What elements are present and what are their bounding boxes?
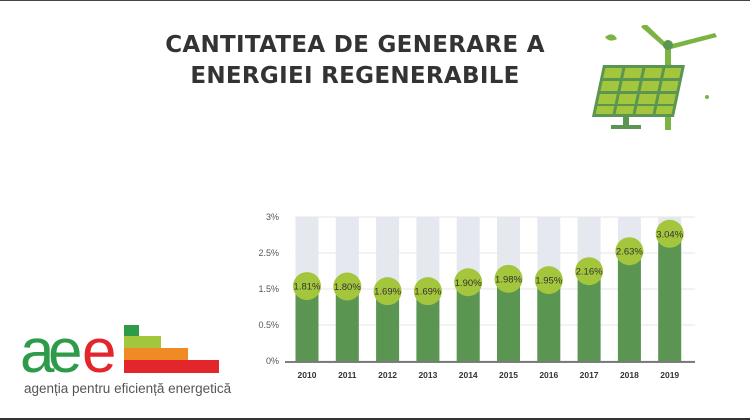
y-tick-label: 2.5% bbox=[258, 248, 279, 258]
x-tick-label: 2011 bbox=[338, 370, 357, 380]
svg-text:e: e bbox=[82, 320, 116, 378]
x-tick-label: 2019 bbox=[660, 370, 679, 380]
x-tick-label: 2016 bbox=[539, 370, 558, 380]
top-divider bbox=[0, 0, 750, 1]
svg-text:e: e bbox=[48, 320, 82, 378]
bar bbox=[577, 269, 601, 361]
data-label: 2.16% bbox=[576, 267, 603, 278]
data-label-circle bbox=[655, 219, 684, 248]
data-label: 1.81% bbox=[294, 282, 321, 293]
data-label-circle bbox=[575, 257, 604, 286]
title-line-2: ENERGIEI REGENERABILE bbox=[190, 63, 520, 89]
data-label-circle bbox=[333, 272, 362, 301]
bar bbox=[416, 289, 440, 361]
bottom-divider bbox=[0, 418, 750, 420]
bar bbox=[295, 284, 319, 361]
y-tick-label: 0% bbox=[266, 356, 279, 366]
y-tick-label: 1.5% bbox=[258, 284, 279, 294]
data-label: 3.04% bbox=[656, 229, 683, 240]
page-title: CANTITATEA DE GENERARE A ENERGIEI REGENE… bbox=[140, 30, 570, 92]
data-label: 1.98% bbox=[495, 274, 522, 285]
bar bbox=[376, 289, 400, 361]
bar bbox=[497, 276, 520, 361]
x-tick-label: 2014 bbox=[459, 370, 478, 380]
data-label-circle bbox=[413, 277, 442, 306]
data-label: 1.80% bbox=[334, 282, 361, 293]
data-label: 1.69% bbox=[374, 287, 401, 298]
data-label: 1.95% bbox=[535, 276, 562, 287]
data-label: 1.69% bbox=[414, 287, 441, 298]
data-label-circle bbox=[615, 237, 644, 266]
y-tick-label: 0.5% bbox=[258, 320, 279, 330]
x-tick-label: 2012 bbox=[378, 370, 397, 380]
bar bbox=[658, 231, 682, 361]
title-line-1: CANTITATEA DE GENERARE A bbox=[165, 32, 545, 58]
x-tick-label: 2010 bbox=[298, 370, 317, 380]
data-label-circle bbox=[534, 266, 563, 295]
bar bbox=[456, 280, 480, 361]
x-tick-label: 2017 bbox=[580, 370, 599, 380]
y-tick-label: 3% bbox=[266, 212, 279, 222]
x-tick-label: 2013 bbox=[418, 370, 437, 380]
x-tick-label: 2018 bbox=[620, 370, 639, 380]
x-tick-label: 2015 bbox=[499, 370, 518, 380]
data-label-circle bbox=[454, 268, 483, 297]
bar bbox=[537, 278, 561, 361]
aee-logo: a e e bbox=[20, 320, 219, 378]
data-label: 2.63% bbox=[616, 247, 643, 258]
bar bbox=[617, 249, 641, 361]
logo-tagline: agenția pentru eficiență energetică bbox=[24, 381, 232, 396]
solar-panel-wind-turbine-icon bbox=[591, 25, 717, 130]
data-label-circle bbox=[293, 272, 321, 301]
bar bbox=[335, 284, 359, 361]
data-label: 1.90% bbox=[455, 278, 482, 289]
renewable-energy-bar-chart: 3% 2.5% 1.5% 0.5% 0% 1.81% 2010 1.80% 2011 1.69% 2… bbox=[258, 212, 695, 380]
data-label-circle bbox=[494, 264, 523, 293]
data-label-circle bbox=[373, 277, 402, 306]
